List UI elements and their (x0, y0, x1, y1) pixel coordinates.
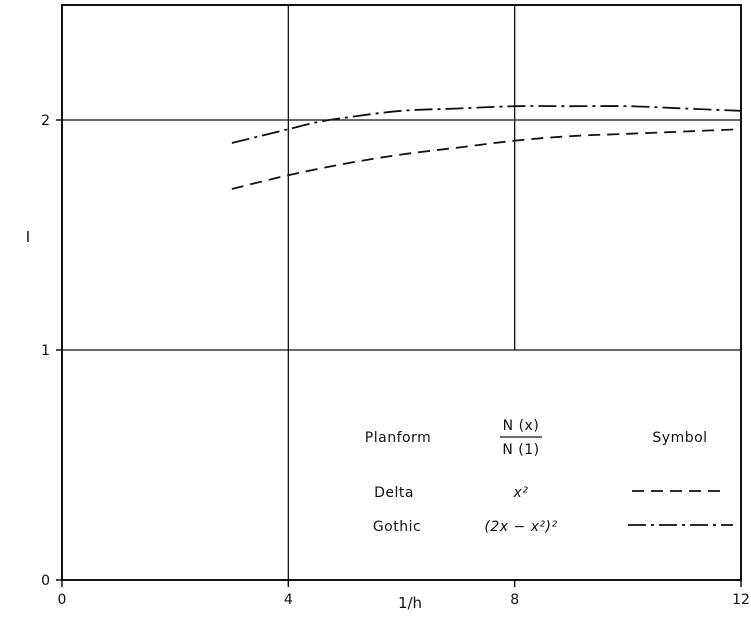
legend-header-planform: Planform (365, 430, 431, 446)
legend-header-ratio-denominator: N (1) (502, 442, 539, 458)
plot-frame (61, 4, 742, 581)
x-tick-label-2: 8 (510, 592, 519, 608)
legend-row-delta-planform: Delta (374, 485, 414, 501)
legend-header-ratio-numerator: N (x) (503, 418, 540, 434)
grid-layer (62, 5, 741, 580)
series-line-delta (231, 128, 742, 190)
curve-layer (231, 105, 742, 190)
x-tick-label-1: 4 (284, 592, 293, 608)
legend-row-gothic-planform: Gothic (373, 519, 421, 535)
y-tick-label-1: 1 (41, 343, 50, 359)
legend-row-gothic-formula: (2x − x²)² (484, 519, 557, 535)
x-tick-label-0: 0 (58, 592, 67, 608)
y-axis-label: I (26, 228, 30, 246)
legend: Planform N (x) N (1) Symbol Delta x² Got… (365, 418, 733, 535)
legend-header-symbol: Symbol (652, 430, 707, 446)
legend-row-delta-formula: x² (513, 485, 529, 501)
x-tick-label-3: 12 (732, 592, 750, 608)
y-tick-label-2: 2 (41, 113, 50, 129)
x-axis-label: 1/h (398, 594, 422, 612)
series-line-gothic (231, 105, 742, 144)
y-tick-label-0: 0 (41, 573, 50, 589)
